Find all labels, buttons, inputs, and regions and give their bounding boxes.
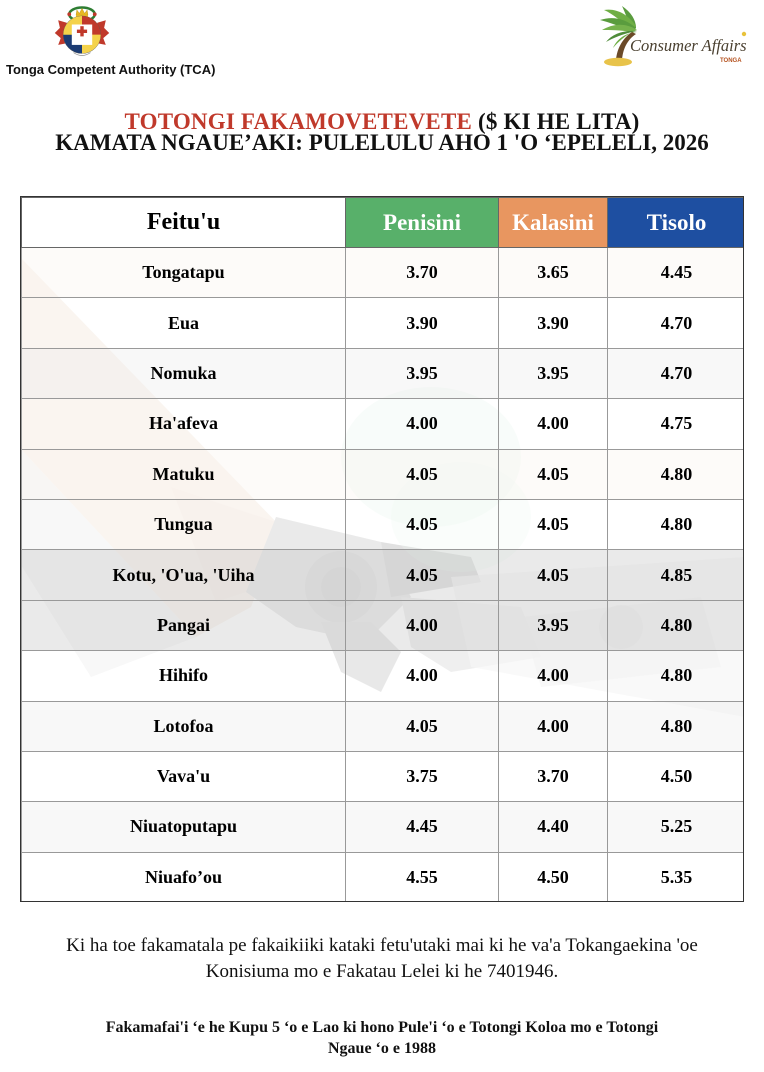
svg-text:TONGA: TONGA: [720, 58, 742, 64]
svg-text:Consumer Affairs: Consumer Affairs: [630, 36, 747, 55]
